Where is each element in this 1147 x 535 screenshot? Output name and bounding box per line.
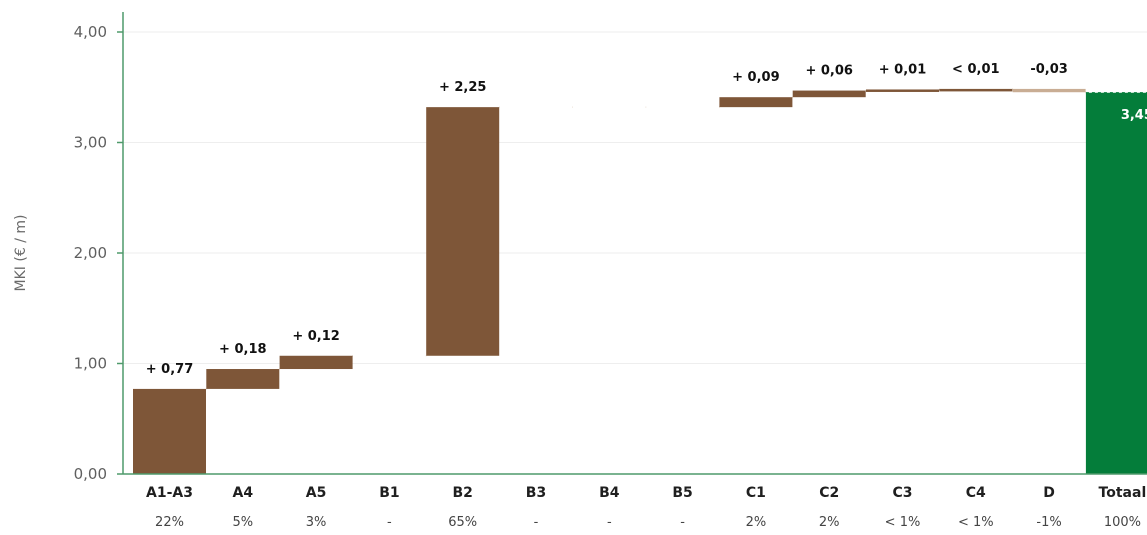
bar — [1085, 92, 1147, 475]
x-tick-label: B4 — [599, 485, 620, 501]
percentage-label: 100% — [1104, 515, 1141, 530]
x-tick-label: A1-A3 — [146, 485, 193, 501]
x-tick-label: D — [1043, 485, 1055, 501]
bar — [792, 90, 866, 98]
x-tick-label: A5 — [306, 485, 327, 501]
bars — [133, 88, 1147, 475]
y-tick-label: 2,00 — [74, 244, 107, 262]
bar — [206, 369, 280, 389]
x-tick-label: C4 — [966, 485, 986, 501]
percentage-label: < 1% — [958, 515, 994, 530]
data-label: + 0,06 — [805, 64, 853, 79]
percentage-label: - — [680, 515, 685, 530]
axes — [117, 12, 1147, 475]
x-tick-label: B3 — [526, 485, 546, 501]
y-tick-label: 1,00 — [74, 355, 107, 373]
y-axis-label: MKI (€ / m) — [13, 215, 29, 292]
percentage-label: - — [607, 515, 612, 530]
connector-lines — [206, 88, 1147, 390]
percentage-label: 2% — [819, 515, 840, 530]
percentage-label: 2% — [746, 515, 767, 530]
data-label: + 0,01 — [879, 62, 927, 77]
grid-lines — [123, 31, 1147, 364]
percentage-label: - — [387, 515, 392, 530]
data-label: -0,03 — [1030, 62, 1067, 77]
y-tick-label: 4,00 — [74, 23, 107, 41]
y-tick-label: 3,00 — [74, 134, 107, 152]
x-tick-label: C1 — [746, 485, 766, 501]
data-label: + 0,77 — [146, 362, 194, 377]
percentage-label: 5% — [232, 515, 253, 530]
data-label: < 0,01 — [952, 62, 1000, 77]
bar — [719, 97, 793, 108]
percentage-label: - — [534, 515, 539, 530]
x-tick-label: A4 — [233, 485, 254, 501]
bar — [866, 89, 939, 92]
percentage-label: -1% — [1036, 515, 1061, 530]
percentage-label: 3% — [306, 515, 327, 530]
x-tick-label: B1 — [379, 485, 399, 501]
y-tick-label: 0,00 — [74, 465, 107, 483]
bar — [279, 355, 353, 370]
percentage-label: < 1% — [885, 515, 921, 530]
data-label: 3,45 — [1121, 108, 1147, 123]
bar — [426, 107, 500, 356]
labels: 0,00 1,00 2,00 3,00 4,00 + 0,77 A1-A3 22% + 0,18… — [74, 23, 1147, 530]
bar — [1012, 88, 1086, 93]
x-tick-label: C2 — [819, 485, 839, 501]
data-label: + 0,12 — [292, 329, 340, 344]
x-tick-label: B5 — [672, 485, 692, 501]
percentage-label: 65% — [448, 515, 477, 530]
x-tick-label: B2 — [452, 485, 472, 501]
bar — [133, 388, 206, 474]
percentage-label: 22% — [155, 515, 184, 530]
data-label: + 2,25 — [439, 80, 487, 95]
x-tick-label: C3 — [892, 485, 912, 501]
data-label: + 0,18 — [219, 342, 267, 357]
x-tick-label: Totaal — [1099, 485, 1147, 501]
bar — [939, 88, 1013, 92]
data-label: + 0,09 — [732, 70, 780, 85]
